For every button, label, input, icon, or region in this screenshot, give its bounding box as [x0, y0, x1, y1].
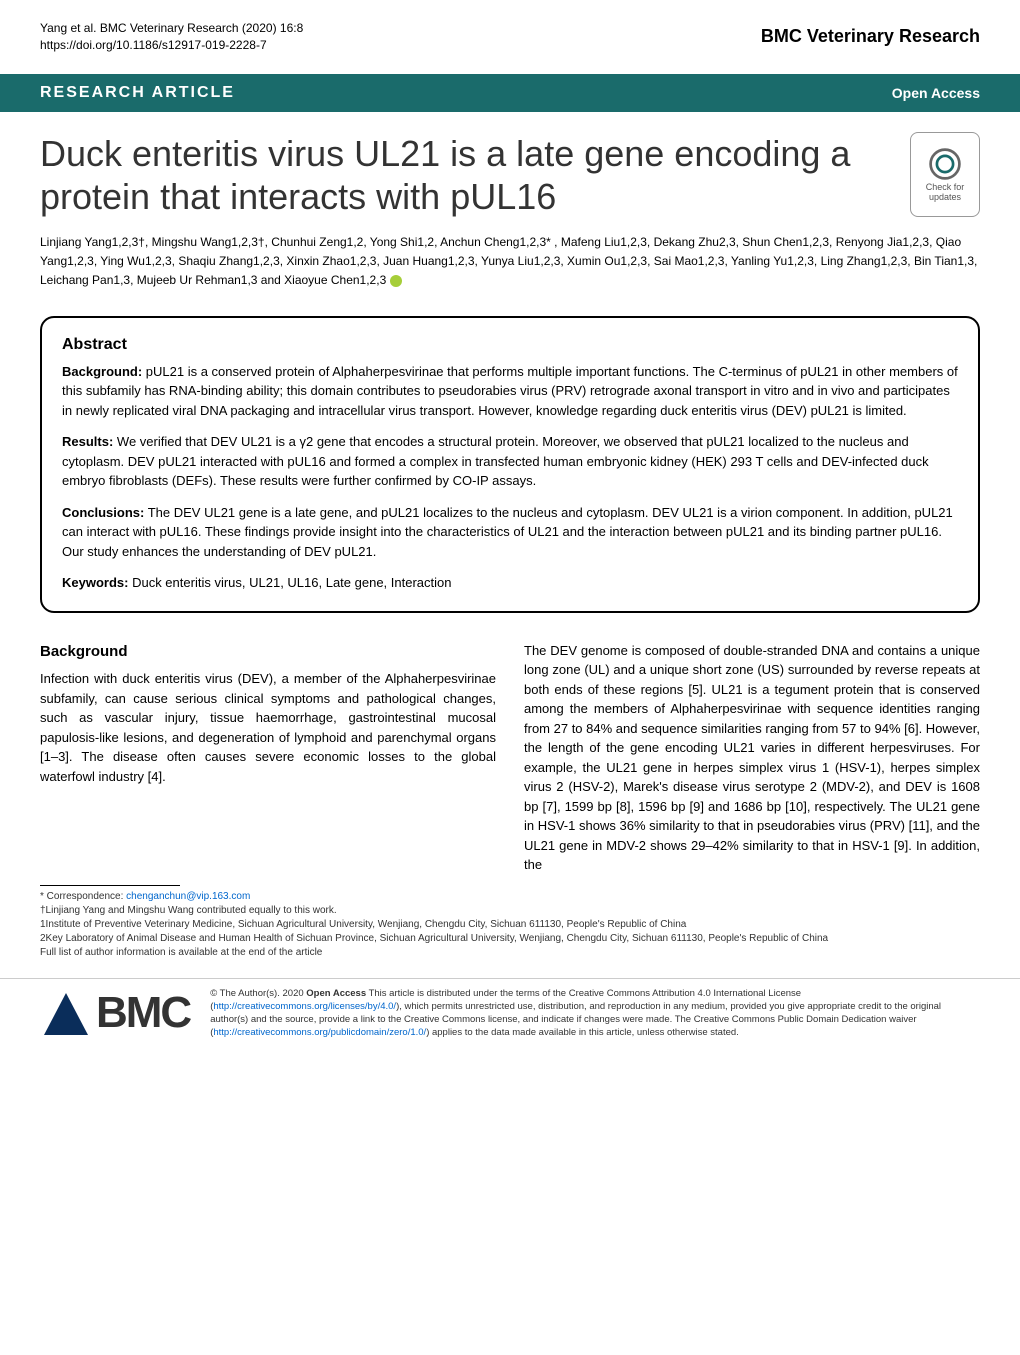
correspondence-label: * Correspondence: [40, 891, 126, 902]
right-column: The DEV genome is composed of double-str… [524, 641, 980, 875]
right-column-text: The DEV genome is composed of double-str… [524, 641, 980, 875]
left-column: Background Infection with duck enteritis… [40, 641, 496, 875]
results-text: We verified that DEV UL21 is a γ2 gene t… [62, 434, 929, 488]
license-prefix: © The Author(s). 2020 [210, 988, 306, 999]
orcid-icon[interactable] [390, 275, 402, 287]
article-title: Duck enteritis virus UL21 is a late gene… [40, 132, 860, 218]
license-text: © The Author(s). 2020 Open Access This a… [210, 987, 980, 1040]
license-end: ) applies to the data made available in … [426, 1027, 739, 1038]
citation-block: Yang et al. BMC Veterinary Research (202… [40, 20, 303, 54]
article-type: RESEARCH ARTICLE [40, 84, 235, 102]
cc-by-link[interactable]: http://creativecommons.org/licenses/by/4… [213, 1001, 396, 1012]
conclusions-label: Conclusions: [62, 505, 144, 520]
correspondence-line: * Correspondence: chenganchun@vip.163.co… [40, 890, 980, 904]
journal-name: BMC Veterinary Research [761, 26, 980, 47]
bmc-triangle-icon [40, 987, 92, 1039]
affiliation-2: 2Key Laboratory of Animal Disease and Hu… [40, 932, 980, 946]
citation-doi: https://doi.org/10.1186/s12917-019-2228-… [40, 37, 303, 54]
author-list: Linjiang Yang1,2,3†, Mingshu Wang1,2,3†,… [0, 228, 1020, 306]
title-section: Duck enteritis virus UL21 is a late gene… [0, 112, 1020, 228]
abstract-background: Background: pUL21 is a conserved protein… [62, 362, 958, 421]
background-label: Background: [62, 364, 142, 379]
check-updates-badge[interactable]: Check for updates [910, 132, 980, 217]
left-column-text: Infection with duck enteritis virus (DEV… [40, 669, 496, 786]
footnotes: * Correspondence: chenganchun@vip.163.co… [0, 885, 1020, 970]
article-type-banner: RESEARCH ARTICLE Open Access [0, 74, 1020, 112]
authors-text: Linjiang Yang1,2,3†, Mingshu Wang1,2,3†,… [40, 235, 977, 287]
license-row: BMC © The Author(s). 2020 Open Access Th… [0, 978, 1020, 1060]
affiliation-1: 1Institute of Preventive Veterinary Medi… [40, 918, 980, 932]
citation-line1: Yang et al. BMC Veterinary Research (202… [40, 20, 303, 37]
correspondence-email[interactable]: chenganchun@vip.163.com [126, 891, 250, 902]
bmc-text: BMC [96, 988, 190, 1038]
bmc-logo: BMC [40, 987, 190, 1039]
full-author-info: Full list of author information is avail… [40, 946, 980, 960]
check-updates-label: Check for updates [911, 182, 979, 202]
abstract-box: Abstract Background: pUL21 is a conserve… [40, 316, 980, 613]
keywords-label: Keywords: [62, 575, 128, 590]
cc0-link[interactable]: http://creativecommons.org/publicdomain/… [213, 1027, 426, 1038]
header-row: Yang et al. BMC Veterinary Research (202… [0, 0, 1020, 64]
open-access-bold: Open Access [306, 988, 366, 999]
abstract-heading: Abstract [62, 336, 958, 354]
background-heading: Background [40, 641, 496, 664]
results-label: Results: [62, 434, 113, 449]
abstract-keywords: Keywords: Duck enteritis virus, UL21, UL… [62, 573, 958, 593]
body-columns: Background Infection with duck enteritis… [0, 623, 1020, 885]
abstract-conclusions: Conclusions: The DEV UL21 gene is a late… [62, 503, 958, 562]
crossmark-icon [927, 146, 963, 182]
open-access-label: Open Access [892, 85, 980, 101]
background-text: pUL21 is a conserved protein of Alphaher… [62, 364, 958, 418]
footnote-rule [40, 885, 180, 886]
abstract-results: Results: We verified that DEV UL21 is a … [62, 432, 958, 491]
keywords-text: Duck enteritis virus, UL21, UL16, Late g… [128, 575, 451, 590]
equal-contribution: †Linjiang Yang and Mingshu Wang contribu… [40, 904, 980, 918]
conclusions-text: The DEV UL21 gene is a late gene, and pU… [62, 505, 953, 559]
